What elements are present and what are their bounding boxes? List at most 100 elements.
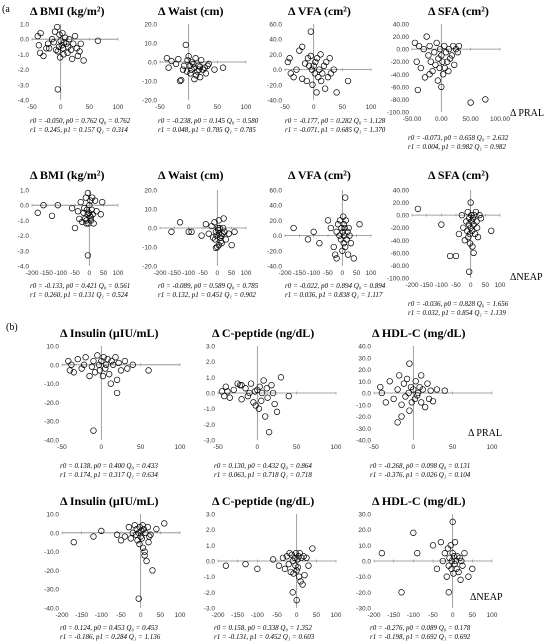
data-point [449,42,457,50]
data-point [209,234,217,241]
y-tick-label: 0.0 [273,233,282,240]
data-point [307,28,314,35]
y-tick-label: -10.0 [44,381,59,388]
y-tick-label: 0.0 [362,391,371,398]
x-tick-label: -200 [153,270,166,277]
data-point [68,205,76,212]
x-tick-label: 0 [88,270,92,277]
data-point [449,518,456,525]
data-point [74,208,82,215]
data-point [421,403,429,411]
y-tick-label: -20.0 [44,568,59,575]
data-point [394,386,401,393]
chart-title-b1: Δ Insulin (µIU/mL) [60,326,159,340]
x-tick-label: 50 [313,612,321,619]
y-tick-label: -2.0 [18,233,30,240]
data-point [264,394,271,401]
chart-title-b4: Δ Insulin (µIU/mL) [60,494,159,508]
y-tick-label: 20.00 [393,34,410,41]
data-point [452,252,460,260]
data-point [48,36,56,43]
data-point [54,23,61,31]
scatter-plot-b6: 30.0 20.0 10.0 0.0 -10.0 -20.0 -30.0-200 -150 -1… [356,512,498,620]
x-tick-label: -200 [367,612,380,619]
data-point [35,42,43,49]
data-point [350,255,357,262]
x-tick-label: 0 [216,270,220,277]
data-point [260,377,267,384]
x-tick-label: 100 [241,270,252,277]
stats-line: r1 = -0.186, p1 = 0.284 Q₁ = 1.136 [60,633,161,641]
data-point [188,58,196,66]
data-point [196,63,204,70]
y-tick-label: -3.0 [204,606,216,613]
y-tick-label: 2.0 [206,359,215,366]
data-point [153,525,160,533]
data-point [285,560,292,568]
data-point [321,85,329,92]
data-point [294,556,301,563]
y-tick-label: 0.0 [20,203,29,210]
x-tick-label: 50 [339,104,347,111]
chart-stats-b4: r0 = 0.124, p0 = 0.453 Q₀ = 0.453 r1 = -0… [60,624,160,642]
x-tick-label: 50 [353,270,361,277]
y-tick-label: 10.0 [46,344,59,351]
data-point [71,224,79,232]
chart-stats-a1: r0 = -0.050, p0 = 0.762 Q₀ = 0.762 r1 = 0… [30,117,130,135]
data-point [125,524,133,531]
stats-line: r1 = 0.048, p1 = 0.785 Q₁ = 0.785 [158,126,256,134]
y-tick-label: 0.0 [148,226,157,233]
x-tick-label: -150 [420,282,433,289]
x-tick-label: -200 [278,270,291,277]
data-point [344,251,352,258]
data-point [70,40,77,47]
x-tick-label: 0 [451,612,455,619]
data-point [420,45,427,53]
data-point [71,33,79,40]
y-tick-label: -10.0 [142,79,157,86]
data-point [414,550,421,557]
y-tick-label: 1.0 [206,375,215,382]
data-point [446,55,454,62]
y-tick-label: -1.0 [18,218,30,225]
data-point [196,74,204,81]
data-point [74,52,82,60]
data-point [70,539,77,546]
data-point [426,42,433,50]
data-point [411,395,419,403]
data-point [80,57,87,64]
data-point [289,557,296,565]
data-point [429,542,437,549]
data-point [192,55,199,62]
data-point [222,562,230,569]
y-tick-label: -2.0 [204,422,216,429]
chart-title-a3: Δ VFA (cm²) [288,4,351,18]
data-point [54,202,61,209]
x-tick-label: -200 [405,282,418,289]
data-point [218,232,225,239]
scatter-plot-a5: 1.0 0.0 -1.0 -2.0 -3.0 -4.0-200 -150 -100 -50 0 50… [18,188,124,278]
data-point [242,560,249,568]
data-point [76,48,83,55]
stats-line: r0 = -0.177, p0 = 0.282 Q₀ = 1.128 [285,117,386,125]
data-point [258,397,265,404]
data-point [313,55,321,62]
data-point [414,205,422,213]
data-point [296,550,303,557]
data-point [250,399,257,406]
stats-line: r1 = 0.032, p1 = 0.854 Q₁ = 1.139 [408,309,506,317]
data-point [437,45,444,53]
y-tick-label: -20.0 [44,400,59,407]
data-point [88,206,95,213]
y-tick-label: -80.00 [391,263,410,270]
data-point [326,55,333,62]
stats-line: r1 = -0.131, p1 = 0.452 Q₁ = 0.603 [214,633,315,641]
stats-line: r0 = -0.022, p0 = 0.894 Q₀ = 0.894 [285,282,386,290]
data-point [309,545,316,552]
data-point [77,40,84,47]
y-tick-label: -30.0 [356,426,371,433]
y-tick-label: -3.0 [18,248,30,255]
data-point [205,60,212,68]
data-point [161,520,168,527]
stats-line: r1 = 0.174, p1 = 0.317 Q₁ = 0.634 [60,471,158,479]
